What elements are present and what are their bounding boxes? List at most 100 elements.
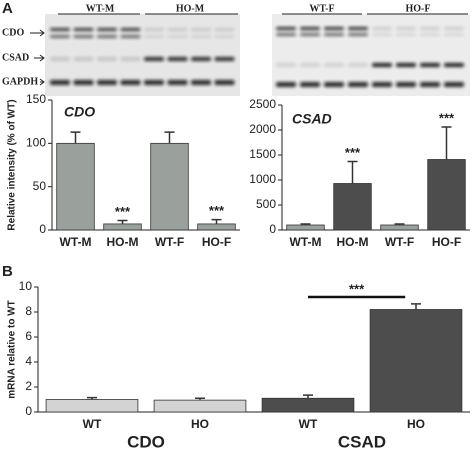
blot-band	[50, 35, 70, 38]
error-bar	[303, 394, 313, 399]
blot-band	[214, 28, 235, 31]
x-tick-label: HO-M	[337, 235, 369, 249]
blot-band	[120, 28, 141, 31]
error-bar	[211, 218, 222, 224]
blot-band	[372, 82, 392, 87]
blot-band	[372, 27, 392, 30]
y-tick-label: 1500	[249, 147, 276, 161]
error-bar	[87, 396, 97, 400]
error-bar	[70, 131, 81, 144]
blot-band	[50, 28, 70, 31]
blot-band	[348, 63, 368, 67]
blot-band	[348, 27, 368, 30]
y-tick-label: 150	[26, 92, 46, 106]
y-tick-label: 2000	[249, 122, 276, 136]
y-tick-label: 8	[25, 304, 32, 318]
blot-band	[167, 28, 188, 31]
bar	[150, 142, 189, 231]
error-bar	[347, 160, 358, 184]
blot-band	[120, 57, 141, 61]
y-tick-label: 2	[25, 379, 32, 393]
blot-band	[420, 63, 440, 67]
y-tick-label: 1000	[249, 172, 276, 186]
blot-band	[50, 80, 70, 85]
chart-title: CDO	[64, 104, 95, 120]
blot-band	[191, 57, 211, 61]
y-tick-label: 6	[25, 329, 32, 343]
group-label: WT-F	[309, 3, 334, 14]
bar	[56, 142, 95, 231]
error-bar	[441, 126, 452, 160]
error-bar	[411, 303, 421, 310]
x-tick-label: HO-F	[202, 235, 231, 249]
blot-band	[191, 35, 211, 38]
x-tick-label: WT-F	[155, 235, 184, 249]
blot-band	[420, 27, 440, 30]
blot-band	[348, 33, 368, 36]
blot-band	[144, 80, 164, 85]
blot-band	[167, 35, 188, 38]
western-blots: WT-M HO-M WT-F HO-F CDO CSAD GAPDH	[2, 3, 470, 96]
bar	[153, 399, 247, 413]
blot-band	[396, 82, 416, 87]
y-tick-label: 50	[33, 179, 47, 193]
blot-band	[420, 82, 440, 87]
row-arrows	[30, 29, 45, 86]
bar	[380, 224, 419, 231]
blot-band	[324, 33, 344, 36]
blot-band	[396, 63, 416, 67]
blot-band	[420, 33, 440, 36]
blot-band	[214, 80, 235, 85]
blot-band	[144, 28, 164, 31]
blot-band	[191, 80, 211, 85]
y-tick-label: 4	[25, 354, 32, 368]
bar	[197, 223, 236, 231]
y-axis-label: Relative intensity (% of WT)	[7, 99, 18, 230]
blot-band	[276, 63, 296, 67]
blot-band	[300, 33, 320, 36]
blot-band	[444, 82, 464, 87]
significance: ***	[209, 203, 225, 218]
x-tick-label: WT-M	[290, 235, 322, 249]
blot-band	[276, 33, 296, 36]
blot-band	[167, 57, 188, 61]
blot-band	[73, 57, 94, 61]
y-tick-label: 0	[25, 404, 32, 418]
blot-band	[444, 27, 464, 30]
panel-label: A	[2, 0, 13, 17]
x-tick-label: WT	[83, 417, 102, 431]
blot-band	[276, 27, 296, 30]
blot-band	[396, 27, 416, 30]
blot-band	[300, 27, 320, 30]
error-bar	[195, 397, 205, 401]
y-tick-label: 100	[26, 136, 46, 150]
error-bar	[300, 223, 311, 225]
blot-band	[73, 35, 94, 38]
bar	[103, 223, 142, 231]
y-axis-label: mRNA relative to WT	[7, 300, 18, 399]
blot-band	[300, 82, 320, 87]
blot-band	[97, 35, 117, 38]
significance: ***	[349, 281, 365, 296]
row-label: CSAD	[2, 52, 29, 63]
blot-band	[214, 35, 235, 38]
blot-band	[73, 28, 94, 31]
blot-band	[276, 82, 296, 87]
blot-band	[396, 33, 416, 36]
y-tick-label: 2500	[249, 97, 276, 111]
y-tick-label: 500	[256, 197, 276, 211]
x-tick-label: HO-M	[107, 235, 139, 249]
group-label: CSAD	[338, 432, 386, 451]
blot-band	[120, 35, 141, 38]
row-label: CDO	[2, 27, 24, 38]
significance: ***	[115, 204, 131, 219]
x-tick-label: HO-F	[432, 235, 461, 249]
x-tick-label: WT-F	[385, 235, 414, 249]
blot-band	[97, 57, 117, 61]
group-label: WT-M	[86, 3, 115, 14]
bar	[369, 309, 463, 413]
chart-title: CSAD	[292, 111, 332, 127]
blot-band	[348, 82, 368, 87]
blot-band	[73, 80, 94, 85]
blot-band	[144, 35, 164, 38]
